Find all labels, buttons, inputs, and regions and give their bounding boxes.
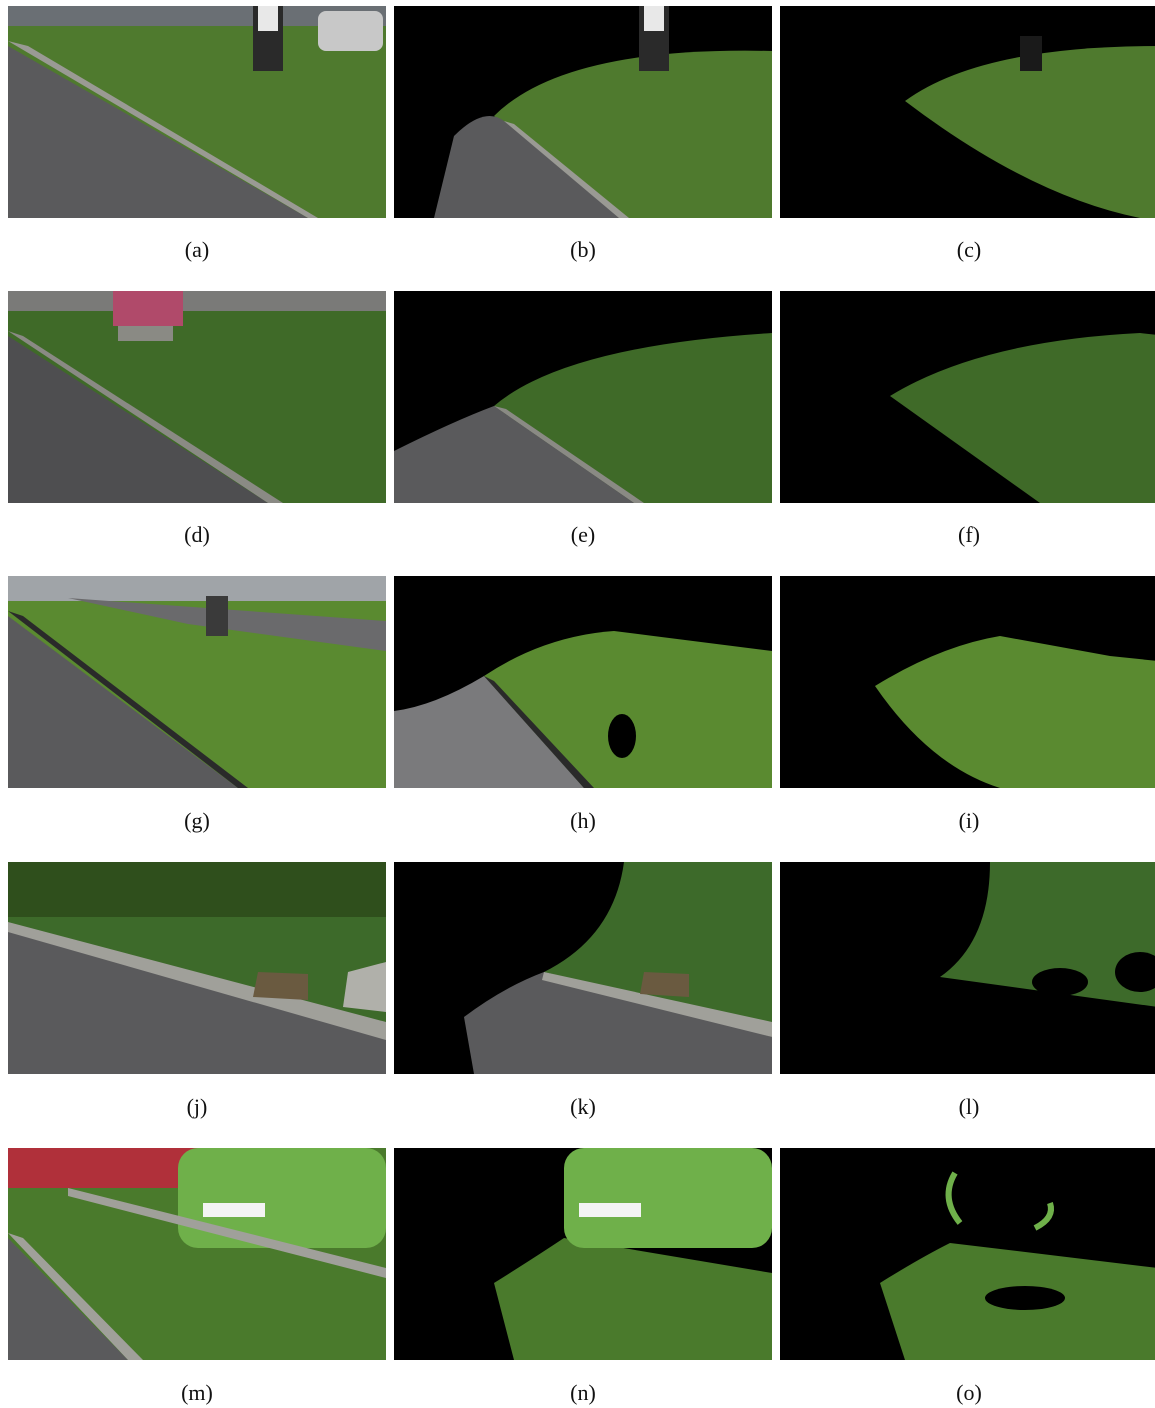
panel-i-caption: (i) bbox=[958, 808, 980, 833]
panel-e-image bbox=[394, 291, 772, 503]
panel-l-image bbox=[780, 862, 1155, 1074]
panel-f-image bbox=[780, 291, 1155, 503]
segmentation-mask-i bbox=[780, 576, 1155, 788]
panel-o-image bbox=[780, 1148, 1155, 1360]
panel-k-caption: (k) bbox=[570, 1094, 596, 1119]
panel-m-caption: (m) bbox=[181, 1380, 213, 1405]
panel-h-image bbox=[394, 576, 772, 788]
panel-a-caption: (a) bbox=[184, 237, 210, 262]
panel-n-caption: (n) bbox=[570, 1380, 596, 1405]
segmentation-mask-o bbox=[780, 1148, 1155, 1360]
panel-e-caption: (e) bbox=[570, 522, 596, 547]
panel-c-caption: (c) bbox=[956, 237, 982, 262]
panel-i-image bbox=[780, 576, 1155, 788]
panel-j-caption: (j) bbox=[186, 1094, 208, 1119]
panel-b-caption: (b) bbox=[570, 237, 596, 262]
panel-o-caption: (o) bbox=[956, 1380, 982, 1405]
roadside-grass-scene-j bbox=[8, 862, 386, 1074]
segmentation-mask-l bbox=[780, 862, 1155, 1074]
panel-k-image bbox=[394, 862, 772, 1074]
segmentation-mask-h bbox=[394, 576, 772, 788]
panel-n-image bbox=[394, 1148, 772, 1360]
segmentation-mask-f bbox=[780, 291, 1155, 503]
roadside-grass-scene-m bbox=[8, 1148, 386, 1360]
roadside-grass-scene-a bbox=[8, 6, 386, 218]
roadside-grass-scene-d bbox=[8, 291, 386, 503]
panel-l-caption: (l) bbox=[958, 1094, 980, 1119]
panel-g-image bbox=[8, 576, 386, 788]
segmentation-mask-k bbox=[394, 862, 772, 1074]
segmentation-mask-e bbox=[394, 291, 772, 503]
panel-j-image bbox=[8, 862, 386, 1074]
panel-g-caption: (g) bbox=[184, 808, 210, 833]
segmentation-mask-n bbox=[394, 1148, 772, 1360]
panel-b-image bbox=[394, 6, 772, 218]
panel-c-image bbox=[780, 6, 1155, 218]
panel-h-caption: (h) bbox=[570, 808, 596, 833]
panel-f-caption: (f) bbox=[958, 522, 980, 547]
roadside-grass-scene-g bbox=[8, 576, 386, 788]
panel-m-image bbox=[8, 1148, 386, 1360]
segmentation-mask-c bbox=[780, 6, 1155, 218]
panel-d-caption: (d) bbox=[184, 522, 210, 547]
panel-a-image bbox=[8, 6, 386, 218]
segmentation-mask-b bbox=[394, 6, 772, 218]
panel-d-image bbox=[8, 291, 386, 503]
